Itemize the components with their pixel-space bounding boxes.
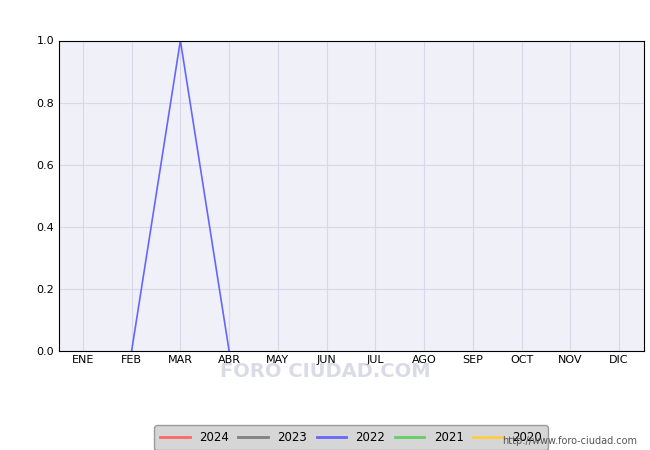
Legend: 2024, 2023, 2022, 2021, 2020: 2024, 2023, 2022, 2021, 2020	[154, 425, 548, 450]
Text: FORO CIUDAD.COM: FORO CIUDAD.COM	[220, 362, 430, 381]
Text: http://www.foro-ciudad.com: http://www.foro-ciudad.com	[502, 436, 637, 446]
Text: Matriculaciones de Vehiculos en Huérmeces del Cerro: Matriculaciones de Vehiculos en Huérmece…	[101, 11, 549, 29]
